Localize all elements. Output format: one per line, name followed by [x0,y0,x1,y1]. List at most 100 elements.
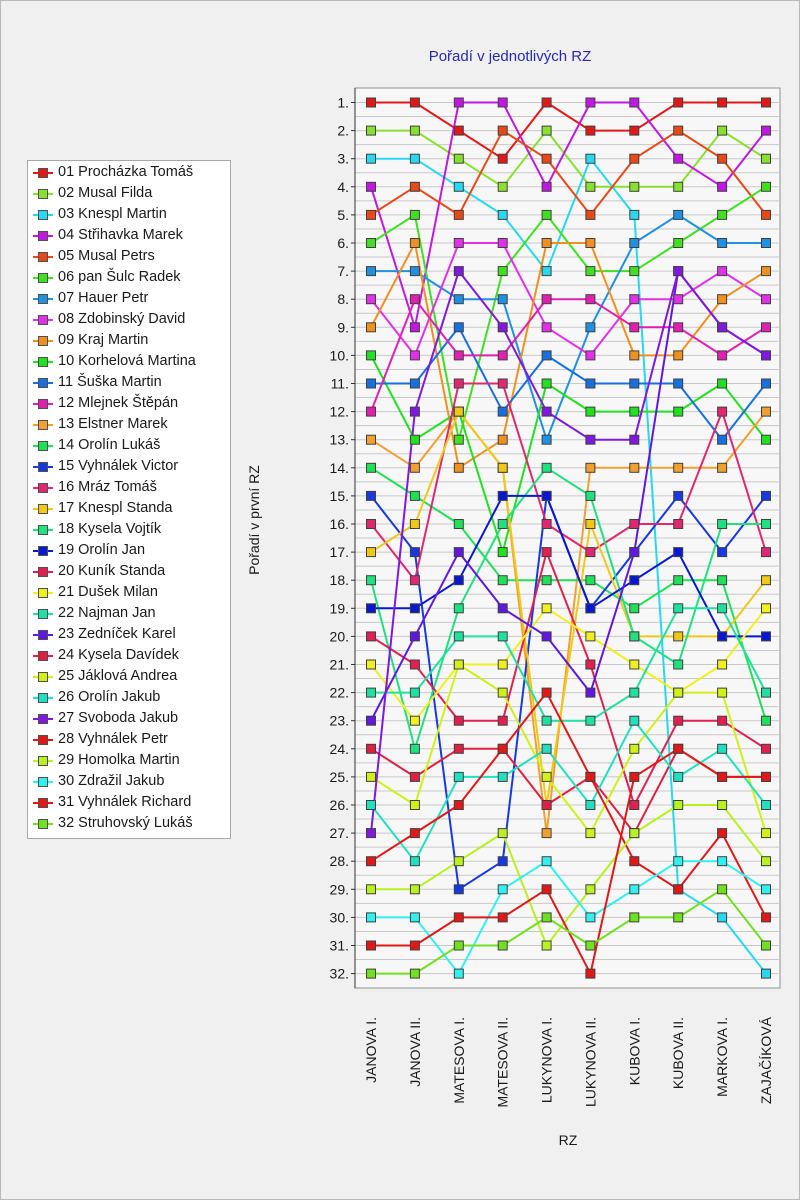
legend-label: 09 Kraj Martin [58,332,149,348]
legend-item: 30 Zdražil Jakub [28,771,228,792]
series-point-22 [541,715,552,726]
y-tick-label: 15. [330,488,349,504]
series-point-30 [541,856,552,867]
series-point-27 [673,266,684,277]
legend-item: 28 Vyhnálek Petr [28,729,228,750]
legend-item: 31 Vyhnálek Richard [28,792,228,813]
series-point-2 [717,125,728,136]
series-point-21 [629,659,640,670]
series-point-22 [717,603,728,614]
series-point-30 [497,884,508,895]
series-point-28 [673,884,684,895]
series-point-6 [541,209,552,220]
series-point-6 [717,209,728,220]
y-tick-label: 3. [337,151,349,167]
legend-label: 15 Vyhnálek Victor [58,458,179,474]
series-line-30 [371,860,767,975]
legend-item: 23 Zedníček Karel [28,624,228,645]
legend-label: 07 Hauer Petr [58,290,149,306]
series-point-7 [541,434,552,445]
y-tick-label: 9. [337,319,349,335]
legend-swatch-marker [38,546,48,556]
series-point-20 [717,715,728,726]
series-point-32 [366,968,376,979]
series-point-9 [541,238,552,248]
series-point-9 [366,322,376,333]
series-point-2 [541,125,552,136]
series-point-10 [629,406,640,417]
series-point-28 [629,856,640,867]
legend-item: 25 Jáklová Andrea [28,666,228,687]
series-point-13 [761,406,771,417]
series-point-29 [717,800,728,810]
series-point-18 [761,519,771,529]
series-point-27 [717,322,728,333]
legend-label: 24 Kysela Davídek [58,647,179,663]
series-point-1 [541,97,552,108]
legend-swatch-marker [38,231,48,241]
legend-item: 26 Orolín Jakub [28,687,228,708]
legend-label: 32 Struhovský Lukáš [58,815,193,831]
y-tick-label: 10. [330,347,349,363]
series-point-22 [366,687,376,698]
series-point-25 [629,743,640,754]
series-point-31 [585,968,596,979]
legend-swatch-marker [38,609,48,619]
x-axis-title: RZ [559,1132,578,1148]
legend-swatch-marker [38,420,48,430]
series-point-14 [366,462,376,473]
series-point-16 [585,547,596,558]
series-point-20 [453,715,464,726]
series-point-25 [673,687,684,698]
series-point-27 [366,828,376,839]
series-point-31 [673,743,684,754]
series-point-11 [453,322,464,333]
series-line-10 [370,354,767,554]
series-point-14 [761,715,771,726]
series-point-3 [453,181,464,192]
series-point-28 [717,828,728,839]
series-point-13 [717,462,728,473]
series-point-27 [541,406,552,417]
legend-item: 22 Najman Jan [28,603,228,624]
legend-item: 03 Knespl Martin [28,204,228,225]
series-point-26 [409,856,420,867]
series-point-9 [585,238,596,248]
legend-swatch-marker [38,735,48,745]
series-point-3 [409,153,420,164]
series-point-11 [409,378,420,389]
series-point-10 [497,547,508,558]
series-point-18 [717,519,728,529]
series-point-6 [497,266,508,277]
legend-item: 05 Musal Petrs [28,246,228,267]
y-tick-label: 20. [330,628,349,644]
series-point-29 [453,856,464,867]
y-tick-label: 31. [330,938,349,954]
series-point-6 [366,238,376,248]
series-point-10 [541,378,552,389]
series-point-8 [717,266,728,277]
series-point-20 [541,547,552,558]
series-point-3 [541,266,552,277]
series-point-3 [585,153,596,164]
series-point-7 [453,294,464,305]
series-point-22 [673,603,684,614]
series-point-8 [673,294,684,305]
series-point-28 [761,912,771,923]
series-point-3 [629,209,640,220]
legend-swatch-marker [38,294,48,304]
series-point-27 [409,406,420,417]
series-point-32 [409,968,420,979]
series-line-22 [371,607,767,722]
series-point-3 [366,153,376,164]
series-point-26 [761,800,771,810]
legend-swatch-marker [38,819,48,829]
series-point-27 [585,434,596,445]
series-point-5 [585,209,596,220]
series-line-7 [371,213,766,441]
series-point-32 [585,940,596,951]
y-tick-label: 7. [337,263,349,279]
series-point-20 [497,715,508,726]
series-point-7 [409,266,420,277]
series-line-14 [370,466,767,721]
